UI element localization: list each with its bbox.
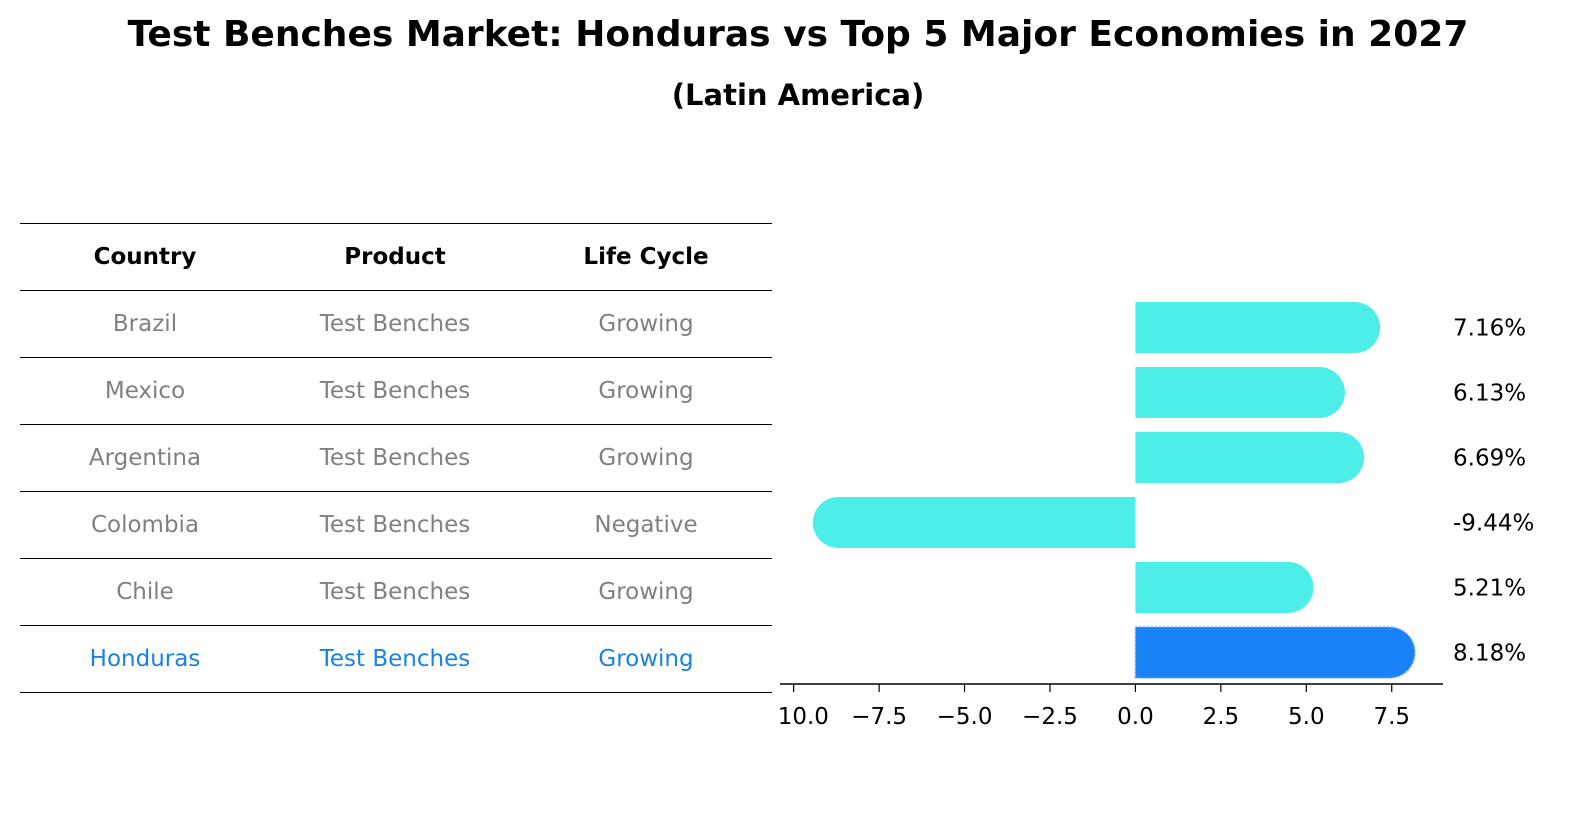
table-row-highlighted: Honduras Test Benches Growing — [20, 625, 772, 693]
country-cell: Honduras — [89, 646, 201, 672]
country-cell: Brazil — [112, 311, 178, 337]
chart-title: Test Benches Market: Honduras vs Top 5 M… — [127, 14, 1469, 55]
bar-value-label: -9.44% — [1453, 511, 1534, 537]
bar-chile — [1135, 562, 1314, 613]
growth-bar-chart: 7.16% 6.13% 6.69% -9.44% 5.21% 8.18% −10.0 −7.5… — [780, 302, 1534, 730]
header-product: Product — [344, 244, 446, 270]
x-tick-label: −2.5 — [1022, 704, 1078, 730]
table-row: Colombia Test Benches Negative — [20, 491, 772, 558]
bar-colombia — [812, 497, 1136, 548]
product-cell: Test Benches — [319, 646, 471, 672]
table-row: Argentina Test Benches Growing — [20, 424, 772, 491]
x-tick-label: −5.0 — [937, 704, 993, 730]
country-cell: Mexico — [104, 378, 186, 404]
product-cell: Test Benches — [319, 378, 471, 404]
country-cell: Colombia — [90, 512, 200, 538]
table-row: Chile Test Benches Growing — [20, 558, 772, 625]
bar-honduras — [1134, 626, 1416, 679]
x-tick-label: −7.5 — [851, 704, 907, 730]
header-country: Country — [93, 244, 197, 270]
life-cycle-cell: Growing — [598, 579, 694, 605]
bar-value-label: 6.69% — [1453, 446, 1526, 472]
market-table: Country Product Life Cycle Brazil Test B… — [20, 223, 772, 693]
product-cell: Test Benches — [319, 311, 471, 337]
bar-value-label: 7.16% — [1453, 316, 1526, 342]
country-cell: Argentina — [88, 445, 202, 471]
life-cycle-cell: Growing — [598, 445, 694, 471]
life-cycle-cell: Growing — [598, 646, 694, 672]
bar-brazil — [1135, 302, 1381, 353]
life-cycle-cell: Growing — [598, 378, 694, 404]
x-tick-label: −10.0 — [780, 704, 829, 730]
product-cell: Test Benches — [319, 512, 471, 538]
bar-value-label: 6.13% — [1453, 381, 1526, 407]
product-cell: Test Benches — [319, 445, 471, 471]
life-cycle-cell: Negative — [594, 512, 698, 538]
header-life-cycle: Life Cycle — [583, 244, 709, 270]
table-header-row: Country Product Life Cycle — [20, 223, 772, 290]
bar-value-label: 8.18% — [1453, 641, 1526, 667]
bar-mexico — [1135, 367, 1345, 418]
life-cycle-cell: Growing — [598, 311, 694, 337]
chart-subtitle: (Latin America) — [671, 78, 925, 112]
x-tick-label: 7.5 — [1373, 704, 1410, 730]
table-row: Mexico Test Benches Growing — [20, 357, 772, 424]
x-tick-label: 2.5 — [1203, 704, 1240, 730]
country-cell: Chile — [116, 579, 174, 605]
x-tick-label: 0.0 — [1117, 704, 1154, 730]
bar-value-label: 5.21% — [1453, 576, 1526, 602]
bar-argentina — [1135, 432, 1365, 483]
x-tick-label: 5.0 — [1288, 704, 1325, 730]
product-cell: Test Benches — [319, 579, 471, 605]
table-row: Brazil Test Benches Growing — [20, 290, 772, 357]
